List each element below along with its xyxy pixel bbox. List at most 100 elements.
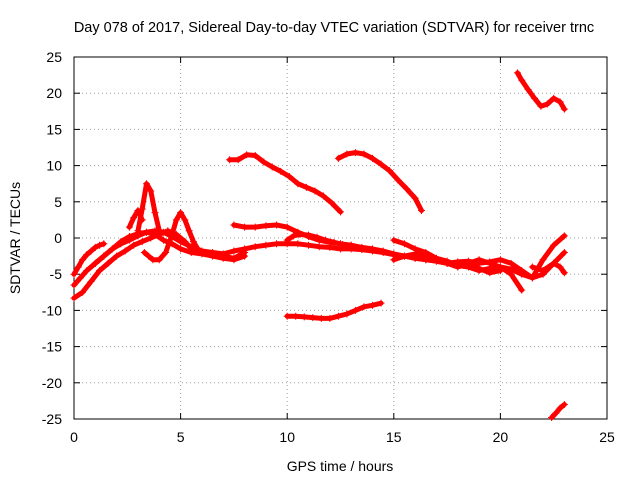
data-point-marker xyxy=(507,265,515,273)
data-point-marker xyxy=(134,227,142,235)
data-point-marker xyxy=(347,241,355,249)
data-point-marker xyxy=(149,256,157,264)
data-point-marker xyxy=(550,241,558,249)
x-tick-label: 0 xyxy=(70,429,78,445)
data-point-marker xyxy=(140,248,148,256)
data-point-marker xyxy=(100,252,108,260)
data-point-marker xyxy=(234,156,242,164)
y-tick-label: 25 xyxy=(46,49,62,65)
data-point-marker xyxy=(390,256,398,264)
series-arc-2 xyxy=(70,240,108,278)
data-point-marker xyxy=(125,223,133,231)
data-point-marker xyxy=(377,299,385,307)
data-point-marker xyxy=(283,223,291,231)
data-point-marker xyxy=(117,240,125,248)
data-point-marker xyxy=(543,100,551,108)
data-point-marker xyxy=(70,270,78,278)
y-tick-label: 5 xyxy=(54,194,62,210)
series-arc-6 xyxy=(125,206,146,231)
x-tick-label: 10 xyxy=(279,429,295,445)
data-point-marker xyxy=(142,180,150,188)
series-arc-17 xyxy=(528,259,568,277)
data-point-marker xyxy=(138,238,146,246)
data-point-marker xyxy=(305,241,313,249)
data-point-marker xyxy=(339,241,347,249)
data-point-marker xyxy=(400,252,408,260)
data-point-marker xyxy=(226,156,234,164)
data-point-marker xyxy=(243,151,251,159)
data-point-marker xyxy=(260,158,268,166)
data-point-marker xyxy=(294,240,302,248)
y-tick-label: 20 xyxy=(46,85,62,101)
data-point-marker xyxy=(294,180,302,188)
data-point-marker xyxy=(273,221,281,229)
data-point-marker xyxy=(277,167,285,175)
series-arc-16 xyxy=(390,232,568,282)
series-trace xyxy=(549,402,567,421)
data-point-marker xyxy=(518,270,526,278)
data-point-marker xyxy=(560,269,568,277)
data-point-marker xyxy=(475,256,483,264)
data-point-marker xyxy=(556,98,564,106)
data-point-marker xyxy=(230,221,238,229)
data-point-marker xyxy=(74,263,82,271)
data-point-marker xyxy=(125,236,133,244)
axis-ticks xyxy=(73,56,608,420)
data-point-marker xyxy=(539,267,547,275)
data-point-marker xyxy=(155,256,163,264)
data-point-marker xyxy=(83,267,91,275)
data-point-marker xyxy=(360,303,368,311)
data-point-marker xyxy=(486,269,494,277)
data-point-marker xyxy=(79,288,87,296)
data-point-marker xyxy=(181,216,189,224)
data-point-marker xyxy=(377,160,385,168)
data-point-marker xyxy=(185,227,193,235)
data-point-marker xyxy=(400,240,408,248)
data-point-marker xyxy=(464,259,472,267)
data-point-marker xyxy=(518,286,526,294)
data-point-marker xyxy=(194,245,202,253)
data-point-marker xyxy=(283,312,291,320)
data-point-marker xyxy=(411,194,419,202)
data-point-marker xyxy=(454,263,462,271)
data-point-marker xyxy=(556,263,564,271)
y-tick-label: 0 xyxy=(54,230,62,246)
data-point-marker xyxy=(322,236,330,244)
data-point-marker xyxy=(290,232,298,240)
data-point-marker xyxy=(351,306,359,314)
data-point-marker xyxy=(330,238,338,246)
data-point-marker xyxy=(147,234,155,242)
data-point-marker xyxy=(177,209,185,217)
data-point-marker xyxy=(311,187,319,195)
data-point-marker xyxy=(142,228,150,236)
x-tick-label: 20 xyxy=(493,429,509,445)
data-point-marker xyxy=(326,314,334,322)
y-tick-label: -5 xyxy=(50,266,63,282)
data-point-marker xyxy=(241,248,249,256)
data-point-marker xyxy=(145,252,153,260)
data-point-marker xyxy=(528,263,536,271)
y-tick-label: -20 xyxy=(42,375,62,391)
y-tick-label: 15 xyxy=(46,121,62,137)
data-point-marker xyxy=(79,256,87,264)
data-point-marker xyxy=(251,151,259,159)
series-trace xyxy=(126,208,145,230)
data-point-marker xyxy=(368,154,376,162)
data-point-marker xyxy=(230,254,238,262)
data-point-marker xyxy=(130,241,138,249)
data-point-marker xyxy=(486,259,494,267)
data-point-marker xyxy=(513,69,521,77)
data-point-marker xyxy=(168,230,176,238)
data-point-marker xyxy=(151,209,159,217)
data-point-marker xyxy=(230,247,238,255)
series-arc-11 xyxy=(334,149,426,214)
data-point-marker xyxy=(302,183,310,191)
data-point-marker xyxy=(305,231,313,239)
data-point-marker xyxy=(87,277,95,285)
data-point-marker xyxy=(550,94,558,102)
data-point-marker xyxy=(313,233,321,241)
data-point-marker xyxy=(443,259,451,267)
x-tick-label: 25 xyxy=(599,429,615,445)
data-point-marker xyxy=(251,243,259,251)
